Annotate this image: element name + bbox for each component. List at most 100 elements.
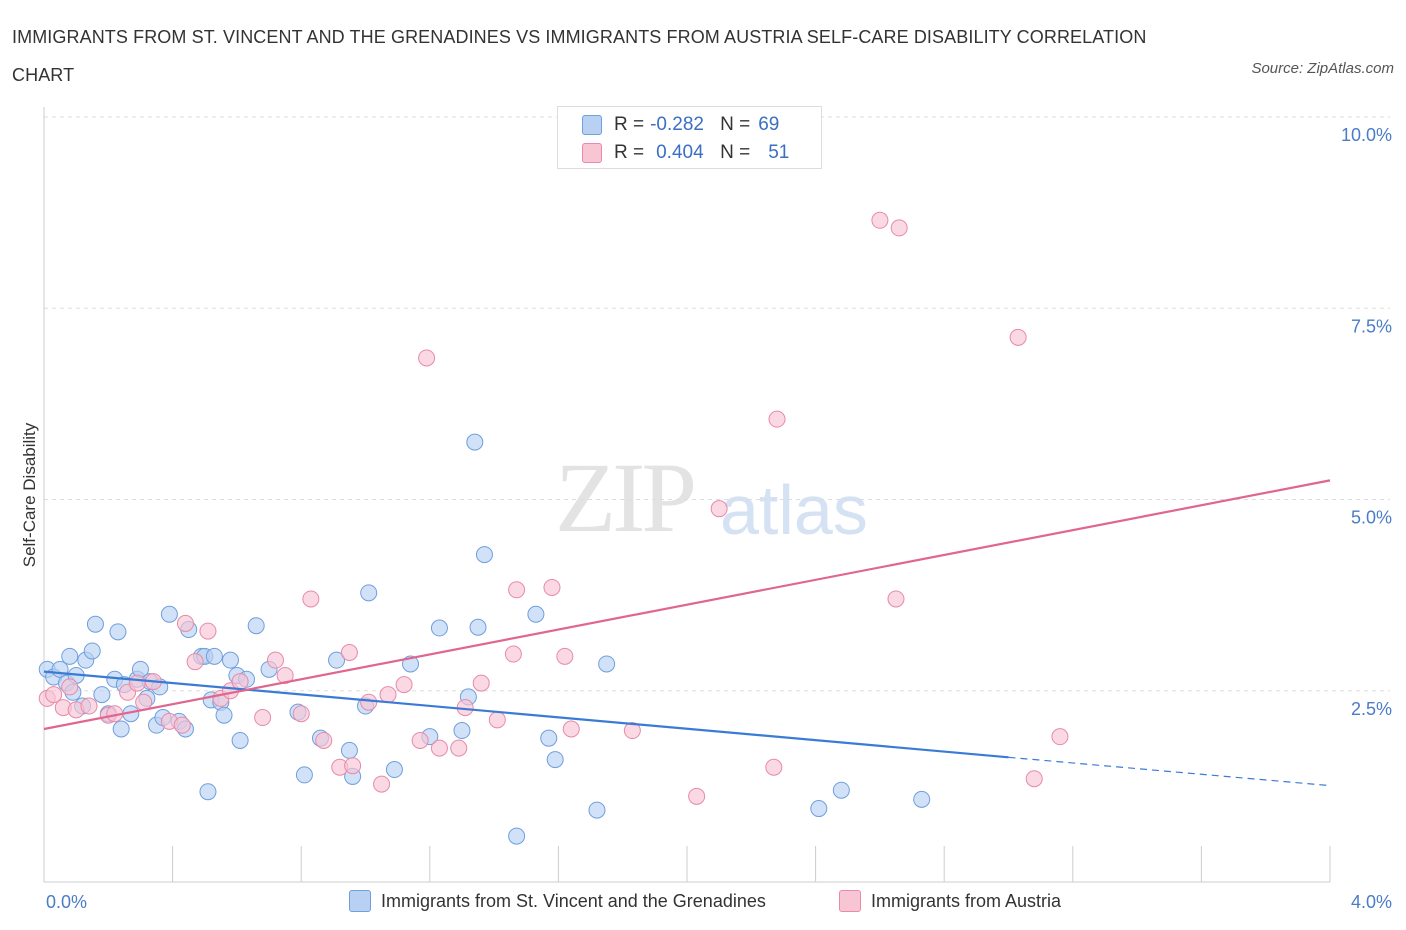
series2-point-47 bbox=[710, 500, 728, 518]
series1-point-60 bbox=[527, 605, 545, 623]
series2-point-31 bbox=[379, 686, 397, 704]
series1-point-40 bbox=[247, 617, 265, 635]
series1-point-67 bbox=[913, 790, 931, 808]
series2-point-3 bbox=[61, 678, 79, 696]
series1-point-9 bbox=[83, 642, 101, 660]
bottom-legend-series2: Immigrants from Austria bbox=[839, 890, 1061, 912]
series2-swatch bbox=[582, 143, 602, 163]
series1-point-4 bbox=[61, 647, 79, 665]
series1-point-38 bbox=[231, 731, 249, 749]
series2-r-value: 0.404 bbox=[656, 142, 704, 163]
series2-point-35 bbox=[430, 739, 448, 757]
series2-point-30 bbox=[373, 775, 391, 793]
series1-point-14 bbox=[109, 623, 127, 641]
series2-point-14 bbox=[176, 614, 194, 632]
series2-point-46 bbox=[688, 787, 706, 805]
series2-point-13 bbox=[173, 716, 191, 734]
series2-legend-label: Immigrants from Austria bbox=[871, 890, 1062, 911]
series2-point-5 bbox=[80, 697, 98, 715]
series1-point-57 bbox=[469, 618, 487, 636]
series1-r-value: -0.282 bbox=[650, 114, 704, 135]
x-tick-label-1: 4.0% bbox=[1351, 892, 1392, 912]
series1-point-50 bbox=[385, 761, 403, 779]
legend-row-series2: R = 0.404 N = 51 bbox=[582, 141, 789, 165]
series2-point-48 bbox=[765, 758, 783, 776]
series1-point-15 bbox=[112, 720, 130, 738]
series2-point-44 bbox=[562, 720, 580, 738]
series1-point-58 bbox=[475, 546, 493, 564]
series2-point-20 bbox=[254, 709, 272, 727]
series1-point-53 bbox=[430, 619, 448, 637]
series1-point-45 bbox=[328, 651, 346, 669]
series2-trend-line bbox=[43, 479, 1331, 731]
series2-point-29 bbox=[360, 693, 378, 711]
series2-point-33 bbox=[411, 731, 429, 749]
y-axis-label: Self-Care Disability bbox=[20, 422, 39, 567]
y-tick-label-3: 10.0% bbox=[1341, 125, 1392, 145]
series1-legend-swatch bbox=[349, 890, 371, 912]
series1-point-66 bbox=[832, 781, 850, 799]
r-label: R = bbox=[614, 142, 645, 163]
series1-point-10 bbox=[86, 615, 104, 633]
series2-point-36 bbox=[450, 739, 468, 757]
series1-legend-label: Immigrants from St. Vincent and the Gren… bbox=[381, 890, 766, 911]
series2-point-15 bbox=[186, 653, 204, 671]
series2-point-43 bbox=[556, 647, 574, 665]
series2-point-55 bbox=[1051, 728, 1069, 746]
series1-point-35 bbox=[215, 706, 233, 724]
bottom-legend-series1: Immigrants from St. Vincent and the Gren… bbox=[349, 890, 766, 912]
series2-point-45 bbox=[623, 722, 641, 740]
trend-lines bbox=[43, 479, 1331, 787]
series2-point-27 bbox=[340, 644, 358, 661]
series1-point-54 bbox=[453, 722, 471, 740]
series2-point-40 bbox=[504, 645, 522, 663]
series1-point-33 bbox=[205, 647, 223, 665]
series2-point-51 bbox=[887, 590, 905, 608]
series2-point-25 bbox=[315, 731, 333, 749]
series2-point-50 bbox=[871, 211, 889, 229]
r-label: R = bbox=[614, 114, 645, 135]
series2-n-value: 51 bbox=[768, 142, 790, 163]
n-label: N = bbox=[720, 114, 751, 135]
legend-row-series1: R = -0.282 N = 69 bbox=[582, 113, 779, 137]
series1-point-46 bbox=[340, 741, 358, 759]
series1-point-65 bbox=[810, 800, 828, 818]
series2-point-23 bbox=[292, 705, 310, 723]
chart-title: IMMIGRANTS FROM ST. VINCENT AND THE GREN… bbox=[12, 27, 1147, 85]
series2-point-16 bbox=[199, 622, 217, 640]
data-points bbox=[38, 211, 1069, 845]
series1-point-56 bbox=[466, 433, 484, 451]
series1-point-64 bbox=[598, 655, 616, 673]
stats-legend: R = -0.282 N = 69 R = 0.404 N = 51 bbox=[557, 106, 822, 169]
series2-point-42 bbox=[543, 578, 561, 596]
series2-point-38 bbox=[472, 674, 490, 692]
tick-labels: 2.5% 5.0% 7.5% 10.0% 0.0% 4.0% bbox=[46, 125, 1392, 912]
series2-point-19 bbox=[231, 673, 249, 691]
series1-point-43 bbox=[295, 766, 313, 784]
series1-trend-line bbox=[43, 670, 1009, 759]
series2-point-53 bbox=[1009, 328, 1027, 346]
series2-point-9 bbox=[128, 674, 146, 692]
y-tick-label-2: 7.5% bbox=[1351, 316, 1392, 336]
series1-point-59 bbox=[508, 827, 526, 845]
series2-point-28 bbox=[344, 757, 362, 775]
series1-point-49 bbox=[360, 584, 378, 602]
grid-lines bbox=[44, 116, 1390, 692]
series1-point-63 bbox=[588, 801, 606, 819]
series1-point-36 bbox=[221, 651, 239, 669]
series1-point-61 bbox=[540, 729, 558, 747]
watermark-atlas: atlas bbox=[720, 471, 868, 549]
watermark-zip: ZIP bbox=[555, 442, 697, 553]
series1-n-value: 69 bbox=[758, 114, 780, 135]
series2-legend-swatch bbox=[839, 890, 861, 912]
y-tick-label-1: 5.0% bbox=[1351, 508, 1392, 528]
series1-point-25 bbox=[160, 605, 178, 623]
series2-point-49 bbox=[768, 410, 786, 428]
series2-point-32 bbox=[395, 676, 413, 694]
series2-point-52 bbox=[890, 219, 908, 237]
series2-point-54 bbox=[1025, 770, 1043, 788]
series1-point-31 bbox=[199, 783, 217, 801]
n-label: N = bbox=[720, 142, 751, 163]
series2-point-21 bbox=[266, 651, 284, 669]
